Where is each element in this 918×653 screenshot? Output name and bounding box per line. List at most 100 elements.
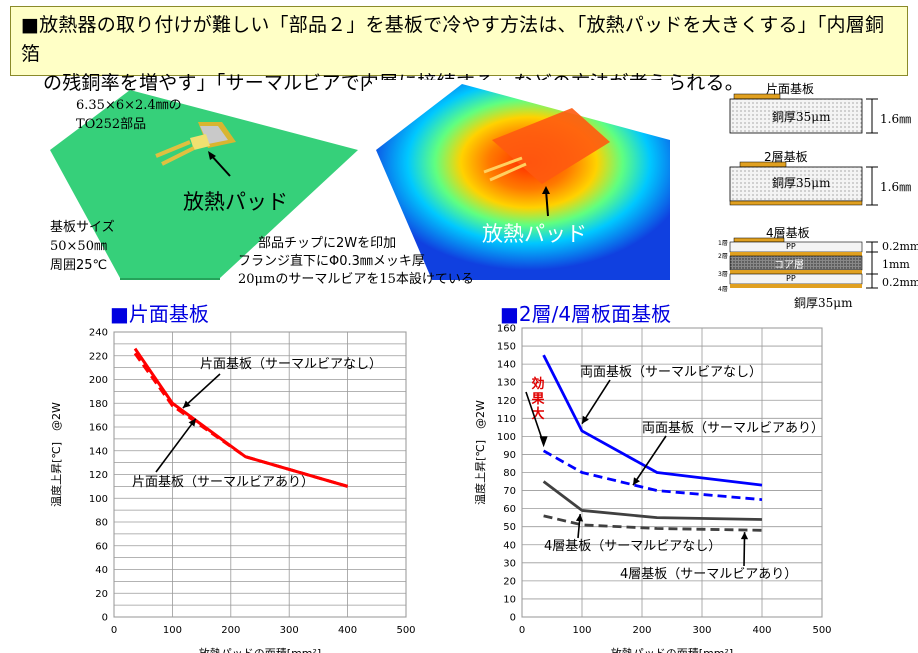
- x-axis-label: 放熱パッドの面積[mm²]: [611, 646, 733, 653]
- series-label-2: 片面基板（サーマルビアあり）: [132, 475, 314, 490]
- thermal-pad-arrow: [545, 189, 549, 217]
- arrowhead: [582, 415, 589, 424]
- four-dim-1: 0.2mm: [882, 240, 918, 253]
- ambient-label: 周囲25℃: [50, 258, 108, 273]
- board-size-value: 50×50㎜: [50, 239, 107, 254]
- y-tick-label: 0: [510, 613, 516, 624]
- y-tick-label: 90: [503, 450, 516, 461]
- double-board-thickness: 1.6㎜: [880, 180, 912, 194]
- y-tick-label: 100: [89, 494, 108, 505]
- layer-number-4: 4層: [718, 286, 728, 293]
- pad-label-thermal: 放熱パッド: [482, 222, 587, 246]
- y-tick-label: 30: [503, 558, 516, 569]
- chart-2-title: ■2層/4層板面基板: [500, 302, 672, 326]
- y-tick-label: 120: [497, 396, 516, 407]
- arrowhead: [740, 532, 749, 540]
- y-tick-label: 180: [89, 399, 108, 410]
- y-tick-label: 40: [95, 565, 108, 576]
- annotation-arrow: [525, 391, 545, 444]
- series-label-1: 両面基板（サーマルビアなし）: [580, 365, 762, 380]
- four-board-core: コア層: [774, 260, 804, 271]
- chart-single-sided: 0 20 40 60 80 100 120 140 160 180 200 220 240 0 100 200…: [49, 328, 416, 653]
- series-line-4: [543, 514, 763, 532]
- y-tick-label: 220: [89, 351, 108, 362]
- thermal-simulation-image: [372, 80, 672, 280]
- board-size-title: 基板サイズ: [50, 220, 115, 235]
- four-board-copper: 銅厚35μm: [794, 296, 853, 310]
- x-tick-label: 100: [572, 625, 591, 636]
- y-tick-label: 110: [497, 414, 516, 425]
- x-tick-label: 400: [338, 625, 357, 636]
- y-tick-label: 20: [95, 589, 108, 600]
- y-tick-label: 50: [503, 522, 516, 533]
- double-board-title: 2層基板: [764, 150, 808, 164]
- condition-line-1: 部品チップに2Wを印加: [258, 236, 397, 251]
- chart-1-title: ■片面基板: [110, 302, 209, 326]
- x-tick-label: 300: [280, 625, 299, 636]
- series-line-2: [542, 449, 763, 501]
- condition-line-3: 20μmのサーマルビアを15本設けている: [238, 272, 474, 287]
- x-tick-label: 200: [632, 625, 651, 636]
- board-model-image: [50, 90, 358, 280]
- part-name-label: TO252部品: [76, 117, 147, 132]
- x-tick-label: 500: [396, 625, 415, 636]
- y-tick-label: 100: [497, 432, 516, 443]
- x-tick-label: 400: [752, 625, 771, 636]
- header-banner: ■放熱器の取り付けが難しい「部品２」を基板で冷やす方法は、「放熱パッドを大きくす…: [10, 6, 908, 94]
- y-tick-label: 140: [89, 446, 108, 457]
- y-tick-label: 80: [95, 518, 108, 529]
- four-board-title: 4層基板: [766, 226, 810, 240]
- series-label-1: 片面基板（サーマルビアなし）: [200, 357, 382, 372]
- four-dim-3: 0.2mm: [882, 276, 918, 289]
- y-tick-label: 20: [503, 576, 516, 587]
- y-tick-label: 160: [497, 324, 516, 335]
- arrowhead: [188, 418, 196, 427]
- y-tick-label: 10: [503, 594, 516, 605]
- series-label-arrow: [155, 418, 197, 473]
- single-board-copper: 銅厚35μm: [772, 110, 831, 124]
- header-line-1: ■放熱器の取り付けが難しい「部品２」を基板で冷やす方法は、「放熱パッドを大きくす…: [21, 14, 885, 65]
- y-tick-label: 80: [503, 468, 516, 479]
- x-tick-label: 500: [812, 625, 831, 636]
- double-board-copper: 銅厚35μm: [772, 176, 831, 190]
- arrowhead: [575, 514, 584, 522]
- four-board-pp-top: PP: [786, 242, 796, 251]
- single-board-thickness: 1.6㎜: [880, 112, 912, 126]
- series-label-arrow: [581, 379, 611, 425]
- x-tick-label: 0: [519, 625, 525, 636]
- cross-section-diagram: [729, 93, 878, 289]
- y-tick-label: 40: [503, 540, 516, 551]
- x-tick-label: 200: [221, 625, 240, 636]
- to252-part-icon: [155, 122, 236, 166]
- layer-number-3: 3層: [718, 271, 728, 278]
- y-tick-label: 60: [503, 504, 516, 515]
- series-line-2: [133, 352, 349, 488]
- arrowhead: [182, 400, 191, 408]
- series-label-2: 両面基板（サーマルビアあり）: [642, 421, 824, 436]
- x-axis-label: 放熱パッドの面積[mm²]: [199, 646, 321, 653]
- part-size-label: 6.35×6×2.4㎜の: [76, 98, 182, 113]
- y-axis-label: 温度上昇[℃] @2W: [473, 400, 487, 505]
- series-line-1: [133, 347, 349, 488]
- annotation-char: 果: [530, 392, 544, 407]
- pad-label-model: 放熱パッド: [183, 190, 288, 214]
- y-tick-label: 140: [497, 360, 516, 371]
- y-tick-label: 0: [102, 613, 108, 624]
- four-dim-2: 1mm: [882, 258, 910, 271]
- annotation-char: 効: [531, 376, 544, 392]
- y-axis-label: 温度上昇[℃] @2W: [49, 402, 63, 507]
- x-tick-label: 100: [163, 625, 182, 636]
- layer-number-2: 2層: [718, 253, 728, 260]
- y-tick-label: 150: [497, 342, 516, 353]
- annotation-arrowhead: [539, 436, 548, 448]
- series-label-4: 4層基板（サーマルビアあり）: [620, 567, 797, 582]
- single-board-title: 片面基板: [766, 82, 815, 96]
- y-tick-label: 60: [95, 541, 108, 552]
- four-board-pp-bottom: PP: [786, 274, 796, 283]
- chart-multilayer: 0 10 20 30 40 50 60 70 80 90 100 110 120 130 140 150 160…: [473, 324, 832, 653]
- layer-number-1: 1層: [718, 240, 728, 247]
- condition-line-2: フランジ直下にΦ0.3㎜メッキ厚: [238, 254, 425, 269]
- y-tick-label: 200: [89, 375, 108, 386]
- series-line-1: [542, 354, 763, 487]
- y-tick-label: 120: [89, 470, 108, 481]
